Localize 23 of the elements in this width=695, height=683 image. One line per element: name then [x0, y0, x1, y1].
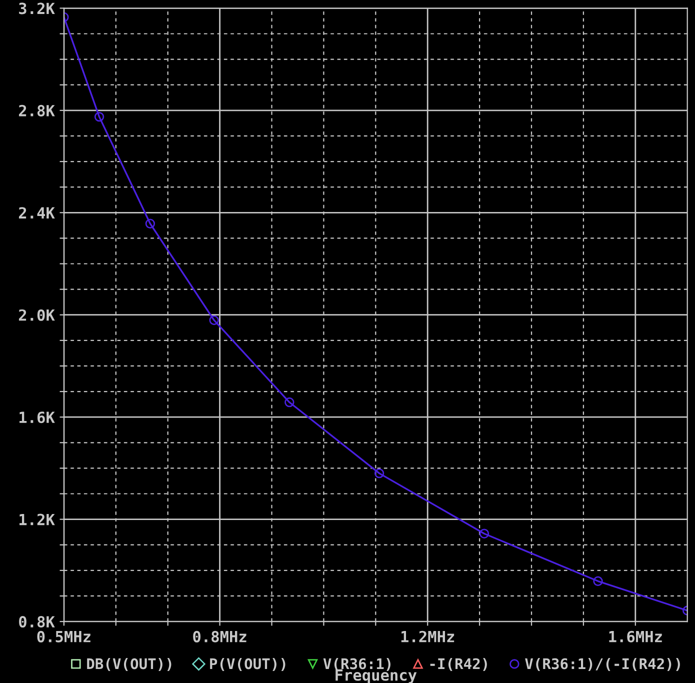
y-tick-label: 1.2K [20, 514, 55, 526]
y-tick-label: 0.8K [19, 616, 55, 628]
point [94, 112, 104, 122]
point [374, 468, 384, 478]
point [284, 397, 294, 408]
point [209, 315, 219, 326]
x-tick-label: 1.2MHz [401, 630, 454, 642]
y-tick-label: 2.0K [18, 309, 55, 321]
y-tick-label: 2.4K [18, 207, 55, 218]
x-tick-label: 0.5MHz [37, 630, 90, 642]
legend-label: P(V(OUT)) [210, 658, 286, 671]
point [145, 218, 156, 228]
legend-label: V(R36:1)/(-I(R42)) [525, 658, 680, 671]
y-tick-label: 3.2K [19, 2, 55, 14]
x-tick-label: 0.8MHz [193, 630, 246, 642]
legend-label: V(R36:1) [323, 658, 390, 671]
point [593, 576, 603, 586]
legend-label: DB(V(OUT)) [87, 658, 172, 671]
point [479, 528, 490, 538]
y-tick-label: 2.8K [18, 104, 55, 116]
x-tick-label: 1.6MHz [609, 630, 662, 642]
legend-label: -I(R42) [430, 658, 487, 671]
y-tick-label: 1.6K [20, 412, 55, 424]
